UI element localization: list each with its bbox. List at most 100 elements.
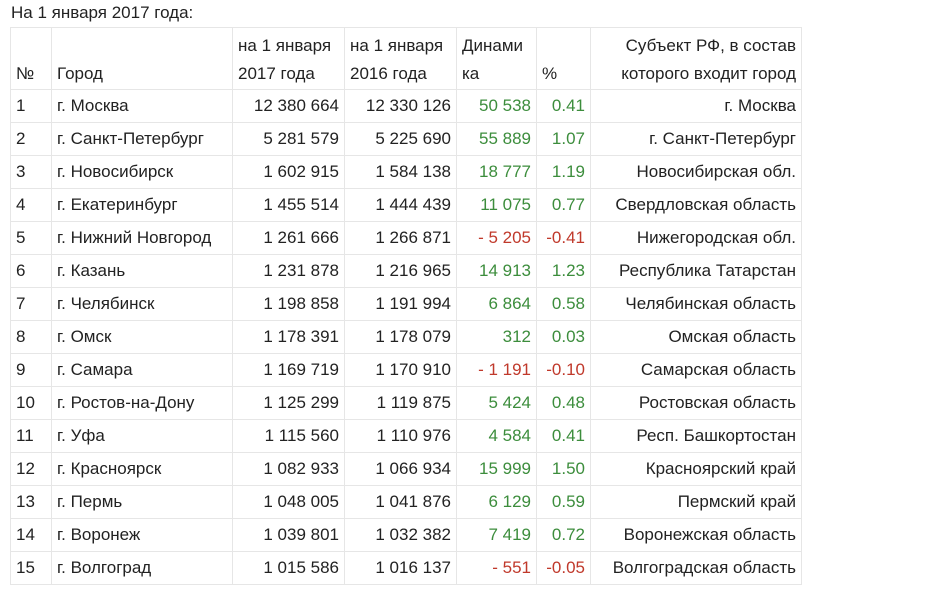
cell-percent: -0.10 — [536, 353, 591, 387]
header-pop-2017-line-2: 2017 года — [238, 64, 315, 83]
cell-pop-2016: 1 266 871 — [344, 221, 457, 255]
cell-subject: Республика Татарстан — [590, 254, 802, 288]
table-row: 15 г. Волгоград 1 015 586 1 016 137- 551 -0.… — [10, 551, 802, 585]
cell-dynamics: 4 584 — [456, 419, 537, 453]
header-pop-2016-line-2: 2016 года — [350, 64, 427, 83]
header-city: Город — [51, 27, 233, 90]
cell-pop-2017: 1 261 666 — [232, 221, 345, 255]
cell-city: г. Казань — [51, 254, 233, 288]
cell-pop-2017: 1 602 915 — [232, 155, 345, 189]
cell-percent: -0.41 — [536, 221, 591, 255]
cell-percent: 0.03 — [536, 320, 591, 354]
cell-subject: Свердловская область — [590, 188, 802, 222]
cell-city: г. Нижний Новгород — [51, 221, 233, 255]
header-pop-2016: на 1 января 2016 года — [344, 27, 457, 90]
cell-subject: Ростовская область — [590, 386, 802, 420]
table-caption: На 1 января 2017 года: — [11, 3, 194, 22]
cell-num: 7 — [10, 287, 52, 321]
cell-percent: 0.48 — [536, 386, 591, 420]
cell-city: г. Уфа — [51, 419, 233, 453]
table-row: 12 г. Красноярск 1 082 933 1 066 934 15 999 1… — [10, 452, 802, 486]
cell-num: 11 — [10, 419, 52, 453]
cell-num: 2 — [10, 122, 52, 156]
cell-num: 10 — [10, 386, 52, 420]
header-dynamics-line-1: Динами — [462, 36, 524, 55]
cell-pop-2016: 1 041 876 — [344, 485, 457, 519]
cell-percent: 1.50 — [536, 452, 591, 486]
cell-city: г. Воронеж — [51, 518, 233, 552]
cell-dynamics: 14 913 — [456, 254, 537, 288]
cell-city: г. Санкт-Петербург — [51, 122, 233, 156]
table-row: 1 г. Москва 12 380 664 12 330 126 50 538 0.41… — [10, 89, 802, 123]
cell-city: г. Челябинск — [51, 287, 233, 321]
header-num: № — [10, 27, 52, 90]
cell-city: г. Омск — [51, 320, 233, 354]
cell-pop-2016: 1 178 079 — [344, 320, 457, 354]
cell-dynamics: - 1 191 — [456, 353, 537, 387]
cell-subject: Челябинская область — [590, 287, 802, 321]
cell-city: г. Самара — [51, 353, 233, 387]
cell-num: 9 — [10, 353, 52, 387]
cell-pop-2017: 12 380 664 — [232, 89, 345, 123]
cell-dynamics: 11 075 — [456, 188, 537, 222]
cell-subject: г. Санкт-Петербург — [590, 122, 802, 156]
cell-dynamics: 312 — [456, 320, 537, 354]
cell-pop-2017: 1 015 586 — [232, 551, 345, 585]
cell-num: 8 — [10, 320, 52, 354]
cell-dynamics: 15 999 — [456, 452, 537, 486]
table-body: 1 г. Москва 12 380 664 12 330 126 50 538 0.41… — [10, 89, 802, 585]
cell-percent: 1.19 — [536, 155, 591, 189]
cell-num: 12 — [10, 452, 52, 486]
cell-pop-2017: 1 082 933 — [232, 452, 345, 486]
cell-num: 5 — [10, 221, 52, 255]
cell-dynamics: - 551 — [456, 551, 537, 585]
header-subject-line-2: которого входит город — [621, 64, 796, 83]
cell-city: г. Пермь — [51, 485, 233, 519]
table-row: 9 г. Самара 1 169 719 1 170 910- 1 191 -0.10… — [10, 353, 802, 387]
cell-pop-2017: 1 039 801 — [232, 518, 345, 552]
cell-pop-2017: 1 115 560 — [232, 419, 345, 453]
table-row: 14 г. Воронеж 1 039 801 1 032 382 7 419 0.72 В… — [10, 518, 802, 552]
cell-dynamics: 6 129 — [456, 485, 537, 519]
cell-percent: 0.77 — [536, 188, 591, 222]
cell-pop-2016: 1 032 382 — [344, 518, 457, 552]
cell-dynamics: 7 419 — [456, 518, 537, 552]
cell-pop-2016: 1 584 138 — [344, 155, 457, 189]
header-row: № Город на 1 января 2017 года на 1 январ… — [10, 27, 802, 90]
cell-subject: Новосибирская обл. — [590, 155, 802, 189]
table-row: 7 г. Челябинск 1 198 858 1 191 994 6 864 0.58… — [10, 287, 802, 321]
table-row: 10 г. Ростов-на-Дону 1 125 299 1 119 875 5 4… — [10, 386, 802, 420]
cell-subject: Самарская область — [590, 353, 802, 387]
cell-pop-2017: 1 231 878 — [232, 254, 345, 288]
table-row: 8 г. Омск 1 178 391 1 178 079 312 0.03 Омская … — [10, 320, 802, 354]
header-dynamics-line-2: ка — [462, 64, 480, 83]
cell-num: 3 — [10, 155, 52, 189]
cell-percent: 0.41 — [536, 419, 591, 453]
cell-pop-2017: 5 281 579 — [232, 122, 345, 156]
cell-pop-2016: 1 110 976 — [344, 419, 457, 453]
header-percent: % — [536, 27, 591, 90]
cell-percent: 1.23 — [536, 254, 591, 288]
cell-city: г. Волгоград — [51, 551, 233, 585]
cell-pop-2016: 12 330 126 — [344, 89, 457, 123]
table-row: 5 г. Нижний Новгород 1 261 666 1 266 871- 5… — [10, 221, 802, 255]
cell-dynamics: 55 889 — [456, 122, 537, 156]
table-row: 2 г. Санкт-Петербург 5 281 579 5 225 690 55 … — [10, 122, 802, 156]
cell-num: 1 — [10, 89, 52, 123]
cell-city: г. Екатеринбург — [51, 188, 233, 222]
cell-subject: Омская область — [590, 320, 802, 354]
cell-city: г. Москва — [51, 89, 233, 123]
table-row: 4 г. Екатеринбург 1 455 514 1 444 439 11 075… — [10, 188, 802, 222]
cell-num: 15 — [10, 551, 52, 585]
cell-percent: -0.05 — [536, 551, 591, 585]
table-header: № Город на 1 января 2017 года на 1 январ… — [10, 27, 802, 90]
table-row: 3 г. Новосибирск 1 602 915 1 584 138 18 777 1… — [10, 155, 802, 189]
header-pop-2016-line-1: на 1 января — [350, 36, 444, 55]
cell-pop-2016: 1 216 965 — [344, 254, 457, 288]
cell-num: 13 — [10, 485, 52, 519]
cell-subject: Воронежская область — [590, 518, 802, 552]
cell-pop-2017: 1 198 858 — [232, 287, 345, 321]
table-row: 6 г. Казань 1 231 878 1 216 965 14 913 1.23 Ре… — [10, 254, 802, 288]
cell-dynamics: 5 424 — [456, 386, 537, 420]
cell-subject: Пермский край — [590, 485, 802, 519]
